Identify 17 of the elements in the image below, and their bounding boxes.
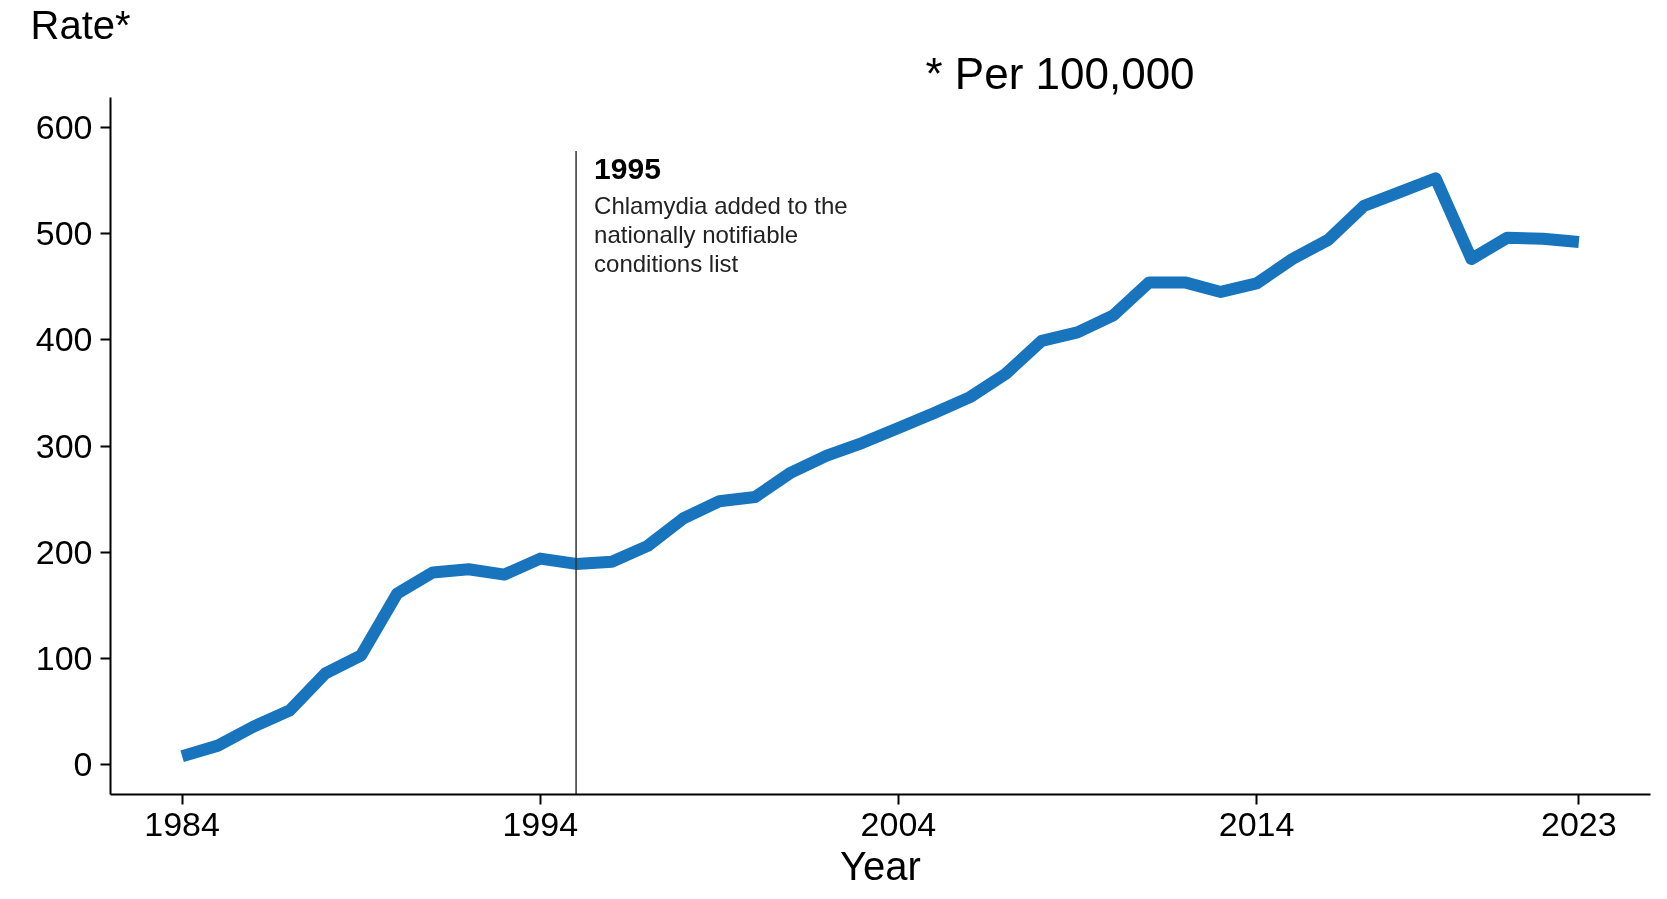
x-tick-label: 1994: [502, 804, 579, 843]
chart-subtitle: * Per 100,000: [925, 48, 1195, 98]
y-tick-label: 100: [35, 639, 93, 677]
y-tick-label: 0: [73, 745, 93, 784]
x-tick-label: 1984: [144, 804, 220, 843]
x-tick-label: 2004: [860, 804, 937, 843]
annotation: Chlamydia added to the nationally notifiable conditions list: [594, 191, 848, 277]
x-tick-label: 2023: [1541, 804, 1617, 843]
y-tick-label: 600: [35, 107, 93, 146]
y-tick-label: 400: [35, 320, 93, 359]
y-tick-label: 200: [35, 532, 93, 571]
x-tick-label: 2014: [1218, 804, 1295, 843]
x-axis-title: Year: [840, 843, 921, 888]
y-axis-title: Rate*: [30, 2, 131, 47]
y-tick-label: 300: [35, 426, 93, 465]
y-tick-label: 500: [35, 214, 93, 252]
ref-line-label: 1995: [594, 151, 661, 185]
